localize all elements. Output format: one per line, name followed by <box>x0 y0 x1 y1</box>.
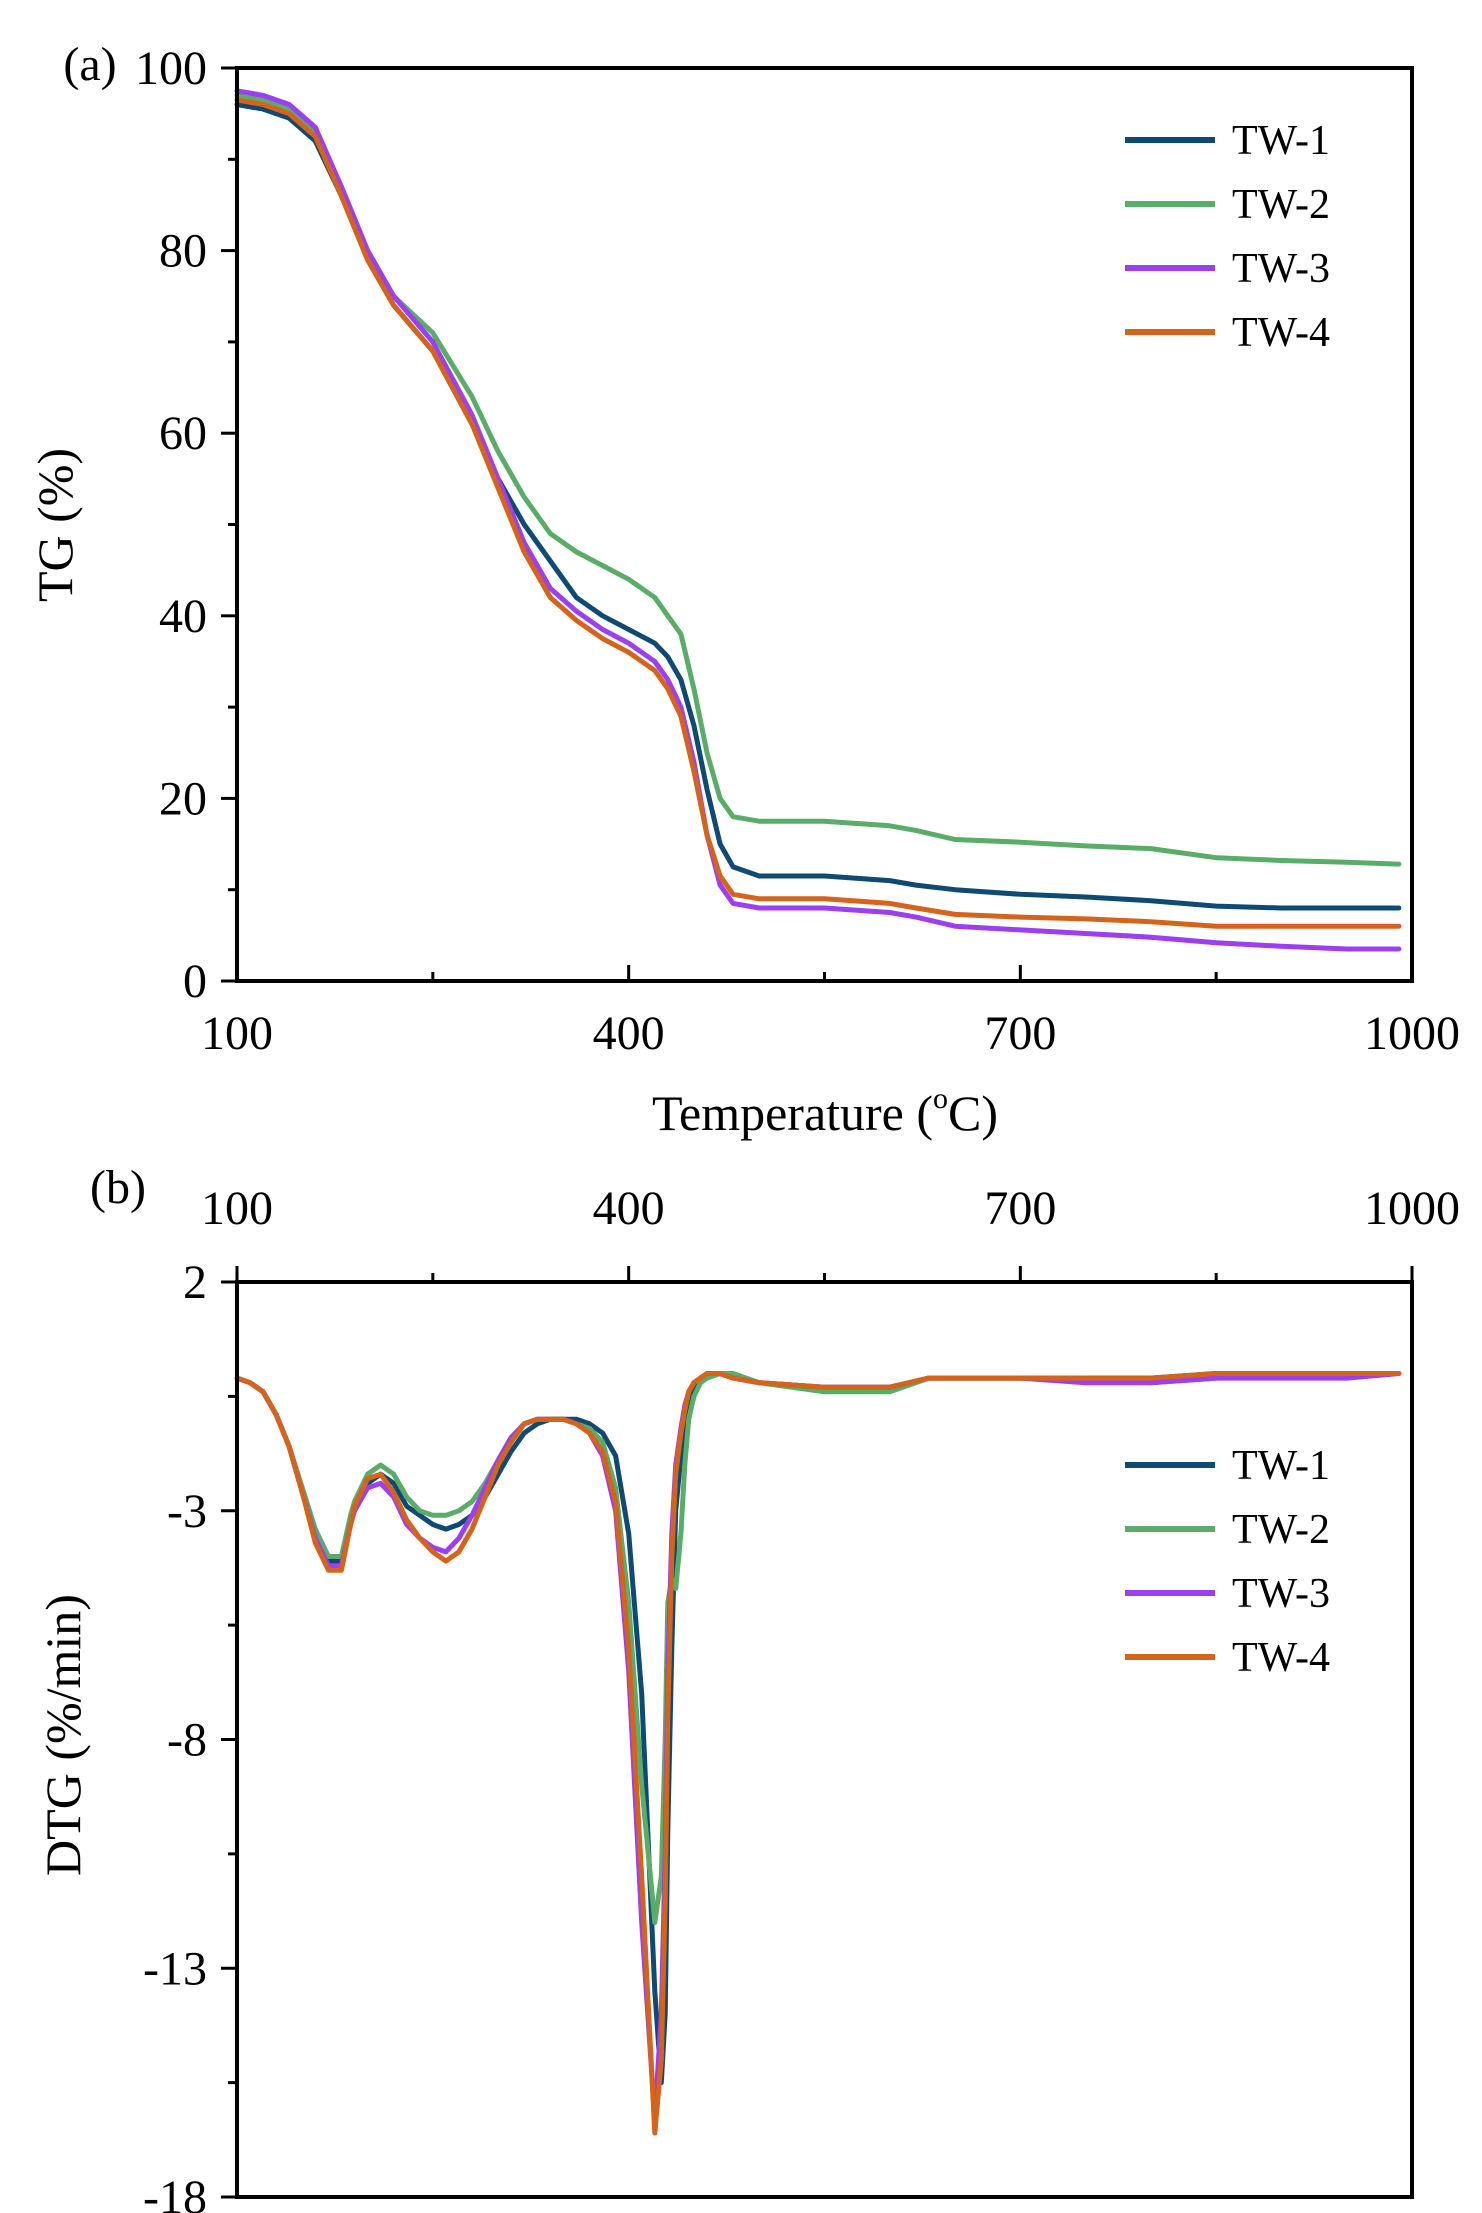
dtg-series-group <box>234 1371 1402 2136</box>
legend-label-tw-3: TW-3 <box>1232 1571 1330 1617</box>
series-line-tw-2 <box>234 92 1402 867</box>
x-tick-label: 100 <box>201 1007 273 1060</box>
series-line-tw-1 <box>234 1371 1402 2086</box>
series-line-tw-2 <box>234 1371 1402 1925</box>
legend-label-tw-4: TW-4 <box>1232 310 1330 356</box>
tg-panel: (a) 100 400 700 1000 0 20 40 60 80 100 TG (%) Tem… <box>27 38 1460 1141</box>
series-line-tw-4 <box>234 97 1402 929</box>
y-tick-label: -18 <box>143 2171 207 2213</box>
y-tick-label: 0 <box>183 955 207 1008</box>
x-tick-label: 400 <box>593 1182 665 1235</box>
dtg-y-axis-title: DTG (%/min) <box>35 1594 91 1876</box>
x-tick-label: 700 <box>984 1007 1056 1060</box>
dtg-legend: TW-1 TW-2 TW-3 TW-4 <box>1125 1443 1330 1681</box>
panel-label-b: (b) <box>90 1161 146 1214</box>
x-tick-label: 700 <box>984 1182 1056 1235</box>
tg-y-axis-title: TG (%) <box>27 448 83 602</box>
y-tick-label: 40 <box>159 590 207 643</box>
y-tick-label: 20 <box>159 772 207 825</box>
dtg-ticks: 100 400 700 1000 -18 -13 -8 -3 2 <box>143 1182 1460 2213</box>
y-tick-label: 60 <box>159 407 207 460</box>
dtg-plot-frame <box>235 1280 1414 2199</box>
x-tick-label: 400 <box>593 1007 665 1060</box>
tg-ticks: 100 400 700 1000 0 20 40 60 80 100 <box>135 42 1460 1060</box>
x-title-part-1: Temperature ( <box>652 1085 933 1141</box>
x-tick-label: 1000 <box>1364 1007 1460 1060</box>
series-line-tw-4 <box>234 1371 1402 2136</box>
series-line-tw-3 <box>234 88 1402 952</box>
x-tick-label: 1000 <box>1364 1182 1460 1235</box>
panel-label-a: (a) <box>63 38 116 91</box>
legend-label-tw-2: TW-2 <box>1232 182 1330 228</box>
legend-label-tw-4: TW-4 <box>1232 1635 1330 1681</box>
legend-label-tw-2: TW-2 <box>1232 1507 1330 1553</box>
y-tick-label: 100 <box>135 42 207 95</box>
tg-x-axis-title: Temperature (oC) <box>652 1082 998 1141</box>
tg-series-group <box>234 88 1402 952</box>
y-tick-label: 2 <box>183 1256 207 1309</box>
tg-legend: TW-1 TW-2 TW-3 TW-4 <box>1125 118 1330 356</box>
y-tick-label: -3 <box>167 1485 207 1538</box>
y-tick-label: -8 <box>167 1714 207 1767</box>
x-tick-label: 100 <box>201 1182 273 1235</box>
legend-label-tw-1: TW-1 <box>1232 1443 1330 1489</box>
series-line-tw-1 <box>234 102 1402 911</box>
series-line-tw-3 <box>234 1371 1402 2122</box>
legend-label-tw-1: TW-1 <box>1232 118 1330 164</box>
y-tick-label: 80 <box>159 225 207 278</box>
legend-label-tw-3: TW-3 <box>1232 246 1330 292</box>
x-title-part-3: C) <box>948 1085 998 1141</box>
x-title-degree: o <box>933 1082 948 1115</box>
dtg-panel: (b) 100 400 700 1000 -18 -13 -8 -3 2 DTG (%/min)… <box>35 1161 1460 2213</box>
y-tick-label: -13 <box>143 1942 207 1995</box>
